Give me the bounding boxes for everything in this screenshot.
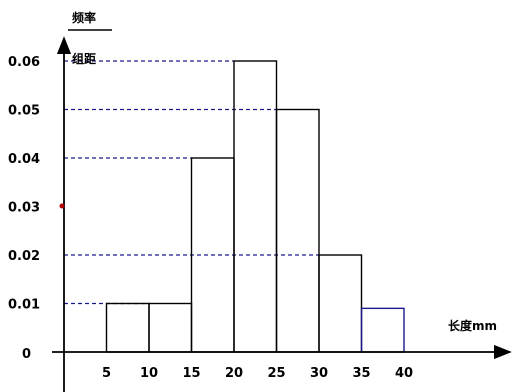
x-tick-labels: 5 10 15 20 25 30 35 40 <box>102 366 413 381</box>
x-axis-label: 长度mm <box>448 318 497 333</box>
histogram-bar <box>148 302 193 353</box>
axis-marker-dot <box>59 203 65 209</box>
y-tick-label: 0.06 <box>8 55 40 70</box>
histogram-bar <box>275 108 320 353</box>
y-axis-label-top: 频率 <box>72 10 96 25</box>
x-tick-label: 35 <box>352 366 370 381</box>
histogram-bar <box>360 307 405 353</box>
y-tick-label: 0.02 <box>8 249 40 264</box>
y-tick-label: 0.03 <box>8 201 40 216</box>
x-tick-label: 15 <box>182 366 200 381</box>
y-tick-labels: 0.01 0.02 0.03 0.04 0.05 0.06 <box>8 55 40 313</box>
y-tick-label: 0.04 <box>8 152 40 167</box>
y-axis-label-bottom: 组距 <box>72 51 96 66</box>
histogram-bar <box>318 254 363 353</box>
x-tick-label: 30 <box>310 366 328 381</box>
y-tick-label: 0.05 <box>8 104 40 119</box>
y-tick-label: 0.01 <box>8 298 40 313</box>
origin-label: 0 <box>22 347 31 362</box>
x-tick-label: 20 <box>225 366 243 381</box>
x-tick-label: 40 <box>395 366 413 381</box>
histogram-bar <box>105 302 150 353</box>
x-tick-label: 10 <box>140 366 158 381</box>
histogram-bar <box>233 60 278 353</box>
x-tick-label: 25 <box>267 366 285 381</box>
x-tick-label: 5 <box>102 366 111 381</box>
histogram-bars <box>105 60 405 353</box>
